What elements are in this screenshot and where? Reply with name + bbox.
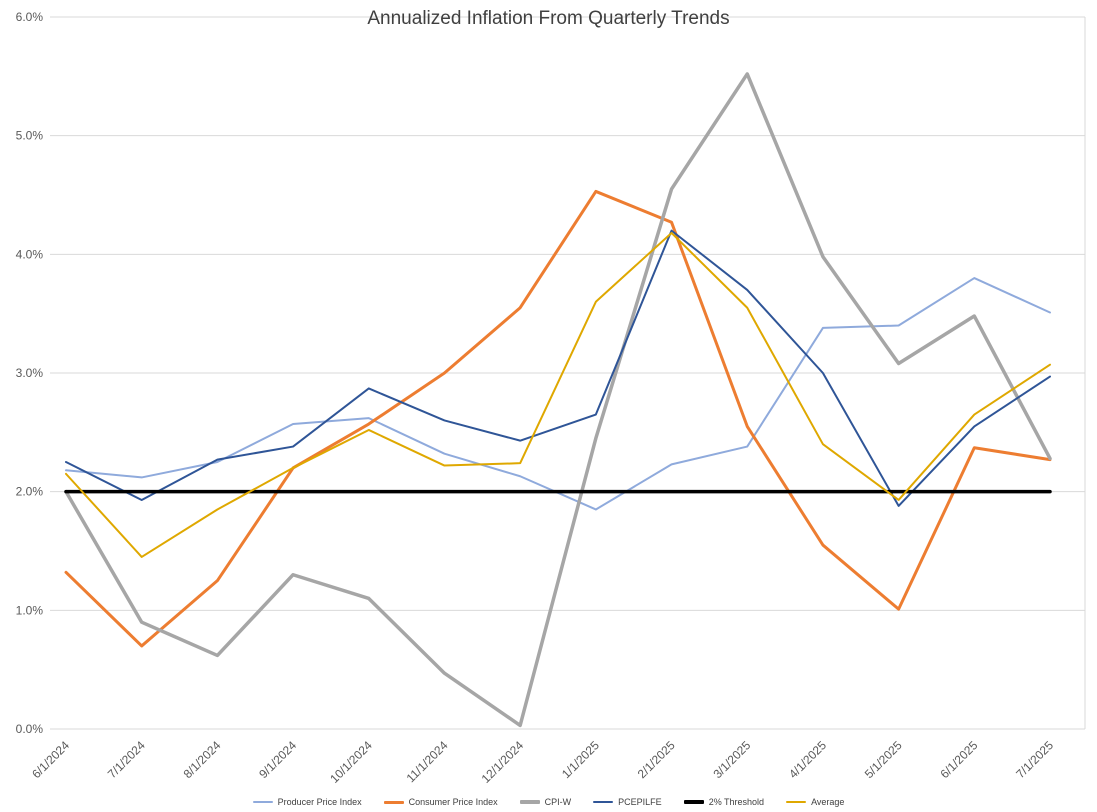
legend-item-producer-price-index: Producer Price Index [252, 797, 362, 807]
y-axis-label: 1.0% [16, 603, 44, 617]
legend-label: PCEPILFE [618, 797, 662, 807]
legend-item-average: Average [786, 797, 844, 807]
legend-swatch [252, 801, 273, 803]
y-axis-label: 5.0% [16, 129, 44, 143]
x-axis-label: 9/1/2024 [256, 738, 299, 781]
x-axis-label: 6/1/2025 [937, 738, 980, 781]
y-axis-label: 6.0% [16, 10, 44, 24]
legend-label: Average [811, 797, 845, 807]
legend-item-pcepilfe: PCEPILFE [593, 797, 662, 807]
y-axis-label: 0.0% [16, 722, 44, 736]
legend-label: CPI-W [544, 797, 572, 807]
x-axis-label: 7/1/2025 [1013, 738, 1056, 781]
series-line-producer-price-index [65, 277, 1051, 511]
y-axis-label: 2.0% [16, 485, 44, 499]
chart-title: Annualized Inflation From Quarterly Tren… [367, 8, 730, 29]
x-axis-label: 3/1/2025 [710, 738, 753, 781]
legend-item-2-threshold: 2% Threshold [683, 797, 765, 807]
x-axis-label: 5/1/2025 [862, 738, 905, 781]
y-axis-label: 3.0% [16, 366, 44, 380]
legend-item-cpi-w: CPI-W [519, 797, 572, 807]
x-axis-label: 2/1/2025 [635, 738, 678, 781]
legend-item-consumer-price-index: Consumer Price Index [383, 797, 498, 807]
x-axis-label: 7/1/2024 [105, 738, 148, 781]
x-axis-label: 10/1/2024 [327, 738, 375, 786]
series-line-consumer-price-index [64, 189, 1052, 648]
legend-swatch [519, 800, 540, 804]
x-axis-label: 1/1/2025 [559, 738, 602, 781]
legend-swatch [683, 800, 704, 804]
x-axis-label: 6/1/2024 [29, 738, 72, 781]
legend-swatch [786, 801, 807, 803]
legend-swatch [593, 801, 614, 803]
y-axis-label: 4.0% [16, 247, 44, 261]
series-line-cpi-w [64, 72, 1052, 728]
x-axis-label: 12/1/2024 [479, 738, 527, 786]
chart-plot-area: 0.0% 1.0% 2.0% 3.0% 4.0% 5.0% 6.0% 6/1/2024 7/1/… [16, 10, 1086, 786]
chart-legend: Producer Price Index Consumer Price Index… [0, 797, 1097, 807]
x-axis-label: 11/1/2024 [404, 738, 451, 785]
legend-label: Producer Price Index [277, 797, 362, 807]
x-axis-label: 4/1/2025 [786, 738, 829, 781]
x-axis-label: 8/1/2024 [181, 738, 224, 781]
series-line-average [65, 231, 1051, 558]
legend-swatch [383, 800, 404, 804]
legend-label: 2% Threshold [708, 797, 765, 807]
legend-label: Consumer Price Index [408, 797, 498, 807]
series-line-pcepilfe [65, 229, 1051, 507]
